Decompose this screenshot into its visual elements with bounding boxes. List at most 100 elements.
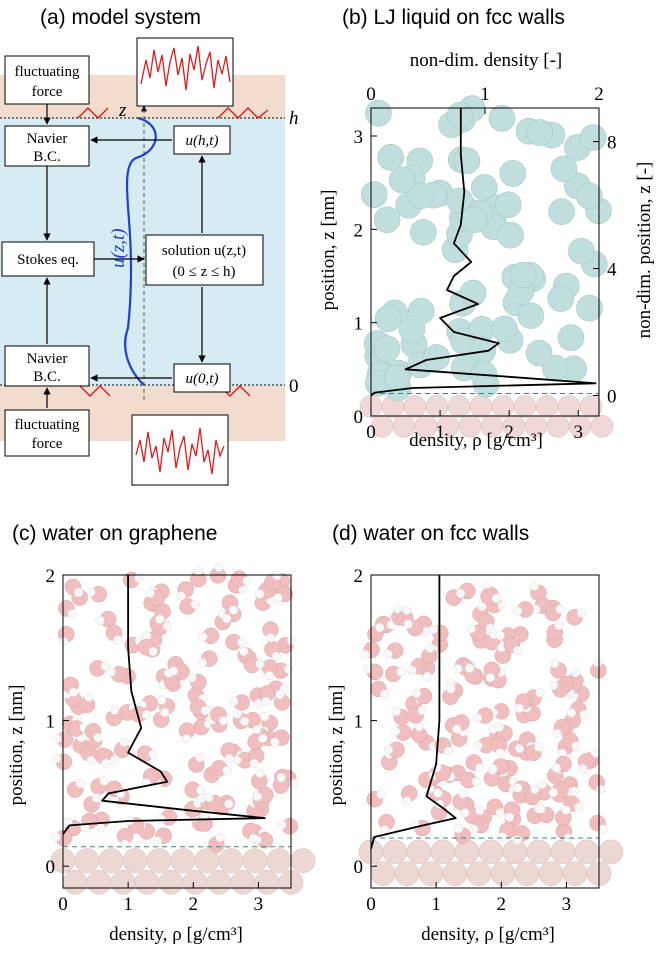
navier-bottom-box	[4, 345, 90, 387]
x-tick-label: 0	[366, 422, 376, 443]
hydrogen-atom	[446, 684, 456, 694]
hydrogen-atom	[598, 824, 608, 834]
hydrogen-atom	[270, 737, 280, 747]
hydrogen-atom	[512, 835, 522, 845]
hydrogen-atom	[529, 581, 539, 591]
u0t-box	[173, 363, 231, 393]
hydrogen-atom	[215, 832, 225, 843]
hydrogen-atom	[187, 672, 197, 683]
lj-molecule	[517, 302, 545, 329]
hydrogen-atom	[141, 710, 152, 720]
right-tick-label: 0	[607, 386, 617, 407]
fluct-top-line1: fluctuating	[15, 64, 80, 80]
lj-molecule	[497, 221, 524, 249]
wall-atom	[74, 848, 100, 873]
lj-molecule	[373, 206, 401, 234]
hydrogen-atom	[134, 573, 144, 583]
wall-atom	[590, 414, 614, 438]
hydrogen-atom	[548, 680, 559, 690]
hydrogen-atom	[255, 659, 265, 669]
lj-molecule	[526, 119, 554, 146]
hydrogen-atom	[232, 709, 242, 719]
wall-atom	[469, 395, 493, 418]
solution-line2: (0 ≤ z ≤ h)	[172, 264, 235, 280]
wall-zigzag-top-2	[217, 107, 269, 119]
hydrogen-atom	[497, 601, 507, 611]
wall-atom	[550, 839, 576, 865]
hydrogen-atom	[182, 734, 192, 744]
hydrogen-atom	[455, 588, 466, 599]
hydrogen-atom	[417, 705, 427, 716]
y-tick-label: 0	[354, 857, 364, 878]
wall-atom	[230, 869, 256, 895]
lj-molecule	[365, 99, 392, 127]
hydrogen-atom	[495, 808, 505, 818]
hydrogen-atom	[242, 576, 252, 586]
wall-atom	[562, 861, 588, 886]
wall-atom	[403, 395, 427, 418]
hydrogen-atom	[155, 614, 165, 624]
wall-atom	[290, 848, 316, 873]
wall-atom	[206, 869, 232, 895]
wall-atom	[513, 395, 537, 418]
hydrogen-atom	[148, 749, 158, 759]
panel-a-title: (a) model system	[40, 6, 201, 29]
solution-line1: solution u(z,t)	[162, 243, 246, 259]
x-tick-label: 3	[254, 894, 264, 915]
lj-molecule	[491, 315, 518, 343]
panel-c-title: (c) water on graphene	[12, 522, 217, 545]
wall-atom	[535, 395, 559, 418]
hydrogen-atom	[224, 799, 234, 809]
hydrogen-atom	[561, 805, 571, 815]
hydrogen-atom	[537, 780, 547, 790]
hydrogen-atom	[265, 633, 275, 643]
hydrogen-atom	[284, 664, 294, 674]
hydrogen-atom	[472, 713, 482, 723]
hydrogen-atom	[555, 604, 565, 614]
y-tick-label: 1	[354, 712, 364, 733]
wall-atom	[557, 395, 581, 418]
hydrogen-atom	[595, 784, 606, 795]
hydrogen-atom	[514, 703, 525, 713]
wall-atom	[538, 861, 564, 886]
hydrogen-atom	[571, 667, 581, 678]
hydrogen-atom	[99, 776, 109, 786]
navier-bottom-line2: B.C.	[33, 369, 61, 385]
y-tick-label: 2	[46, 566, 56, 587]
y-tick-label: 3	[354, 127, 364, 148]
fluct-bottom-line1: fluctuating	[15, 417, 80, 433]
stokes-box	[1, 241, 95, 277]
hydrogen-atom	[86, 755, 96, 766]
navier-bottom-line1: Navier	[27, 351, 68, 367]
lj-molecule	[471, 174, 498, 201]
hydrogen-atom	[258, 733, 268, 743]
panel-c: (c) water on graphene 0 1 2 3 0 1 2 position, …	[6, 522, 316, 945]
wall-atom	[490, 861, 516, 886]
hydrogen-atom	[469, 824, 479, 834]
hydrogen-atom	[289, 778, 299, 789]
hydrogen-atom	[100, 661, 110, 671]
lj-molecule	[499, 160, 527, 187]
hydrogen-atom	[193, 566, 203, 576]
hydrogen-atom	[551, 763, 562, 773]
wall-zigzag-top	[77, 107, 109, 119]
hydrogen-atom	[376, 789, 386, 800]
hydrogen-atom	[475, 763, 485, 773]
hydrogen-atom	[228, 605, 239, 615]
panel-b-right-ylabel: non-dim. position, z [-]	[634, 162, 655, 339]
hydrogen-atom	[498, 832, 508, 842]
x-tick-label: 2	[504, 422, 514, 443]
panel-c-ylabel: position, z [nm]	[6, 685, 27, 806]
hydrogen-atom	[68, 687, 79, 697]
lj-molecule	[460, 206, 488, 233]
wall-atom	[418, 861, 444, 886]
lj-molecule	[509, 261, 537, 289]
noise-inset-bottom	[131, 414, 229, 486]
hydrogen-atom	[473, 741, 483, 751]
hydrogen-atom	[491, 593, 501, 604]
hydrogen-atom	[466, 624, 476, 634]
wall-atom	[146, 848, 172, 873]
hydrogen-atom	[96, 823, 106, 833]
panel-d-ylabel: position, z [nm]	[326, 685, 347, 806]
fluct-top-box	[4, 55, 90, 105]
